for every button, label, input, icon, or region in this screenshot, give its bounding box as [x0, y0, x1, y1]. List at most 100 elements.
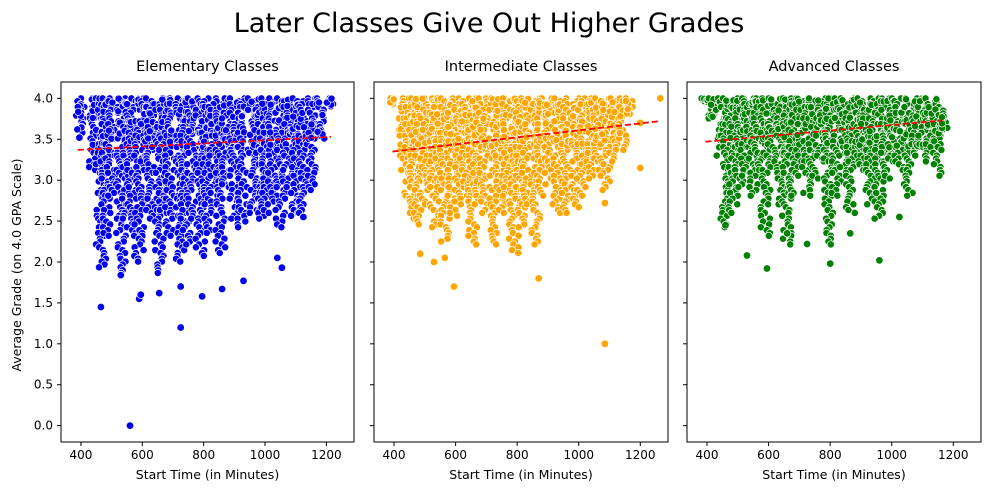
data-point — [468, 97, 477, 106]
data-point — [426, 183, 435, 192]
data-point — [856, 98, 865, 107]
data-point — [221, 243, 230, 252]
data-point — [779, 168, 788, 177]
data-point — [176, 257, 185, 266]
data-point — [315, 98, 323, 107]
data-point — [596, 171, 605, 180]
x-axis-label: Start Time (in Minutes) — [449, 467, 592, 482]
data-point — [197, 292, 207, 301]
data-point — [872, 188, 881, 197]
data-point — [104, 231, 113, 240]
data-point — [272, 183, 281, 192]
data-point — [902, 95, 911, 104]
data-point — [184, 127, 193, 135]
data-point — [865, 127, 874, 136]
panel-title: Intermediate Classes — [445, 59, 598, 75]
data-point — [241, 191, 250, 200]
data-point — [514, 231, 523, 240]
data-point — [806, 191, 815, 200]
data-point — [104, 126, 113, 135]
data-point — [865, 138, 874, 147]
data-point — [518, 168, 526, 177]
data-point — [428, 223, 437, 232]
data-point — [608, 157, 617, 166]
data-point — [707, 100, 715, 109]
data-point — [656, 94, 665, 103]
y-tick-label: 1.5 — [34, 296, 53, 310]
data-point — [255, 214, 264, 223]
data-point — [764, 231, 773, 240]
data-point — [814, 96, 823, 105]
data-point — [844, 206, 853, 214]
data-point — [499, 208, 508, 217]
x-tick-label: 400 — [69, 448, 92, 462]
data-point — [826, 259, 835, 268]
data-point — [234, 223, 243, 232]
data-point — [875, 256, 884, 265]
data-point — [215, 249, 224, 257]
data-point — [858, 135, 867, 144]
data-point — [836, 163, 844, 172]
data-point — [225, 194, 234, 203]
data-point — [429, 257, 439, 267]
x-tick-label: 1000 — [876, 448, 907, 462]
x-tick-label: 1200 — [938, 448, 969, 462]
data-point — [802, 239, 812, 249]
x-tick-label: 800 — [819, 448, 842, 462]
data-point — [97, 174, 106, 183]
data-point — [478, 208, 487, 217]
data-point — [263, 200, 272, 209]
data-point — [450, 197, 459, 206]
data-point — [125, 421, 135, 430]
data-point — [258, 99, 267, 108]
data-point — [877, 105, 886, 114]
data-point — [812, 131, 820, 140]
x-tick-label: 400 — [696, 448, 719, 462]
data-point — [708, 112, 717, 121]
data-point — [499, 125, 508, 134]
data-point — [445, 208, 454, 217]
data-point — [892, 141, 901, 150]
data-point — [521, 98, 530, 107]
y-tick-label: 1.0 — [34, 337, 53, 351]
data-point — [850, 208, 859, 217]
data-point — [568, 157, 577, 166]
data-point — [273, 253, 282, 263]
data-point — [616, 112, 625, 121]
data-point — [937, 145, 946, 154]
data-point — [266, 140, 275, 149]
data-point — [158, 95, 167, 104]
data-point — [734, 183, 743, 192]
data-point — [522, 133, 531, 142]
data-point — [416, 249, 425, 258]
data-point — [146, 109, 154, 118]
y-axis-label: Average Grade (on 4.0 GPA Scale) — [9, 158, 24, 371]
data-point — [287, 211, 296, 220]
data-point — [569, 112, 577, 121]
data-point — [540, 168, 549, 177]
data-point — [299, 123, 308, 132]
data-point — [935, 171, 944, 180]
data-point — [433, 119, 442, 128]
data-point — [544, 110, 552, 118]
x-tick-label: 1200 — [311, 448, 342, 462]
data-point — [534, 274, 543, 283]
data-point — [218, 180, 226, 189]
data-point — [150, 237, 159, 246]
data-point — [541, 180, 550, 189]
y-tick-label: 2.0 — [34, 255, 53, 269]
data-layer — [72, 94, 338, 430]
data-point — [144, 134, 153, 143]
data-point — [615, 128, 624, 137]
data-point — [444, 123, 453, 131]
data-point — [619, 145, 628, 154]
data-point — [414, 220, 423, 229]
data-point — [318, 111, 327, 119]
data-point — [112, 229, 121, 237]
data-point — [895, 212, 904, 222]
data-point — [139, 246, 148, 255]
data-point — [598, 186, 607, 194]
point-column — [596, 94, 614, 194]
data-point — [727, 208, 736, 217]
